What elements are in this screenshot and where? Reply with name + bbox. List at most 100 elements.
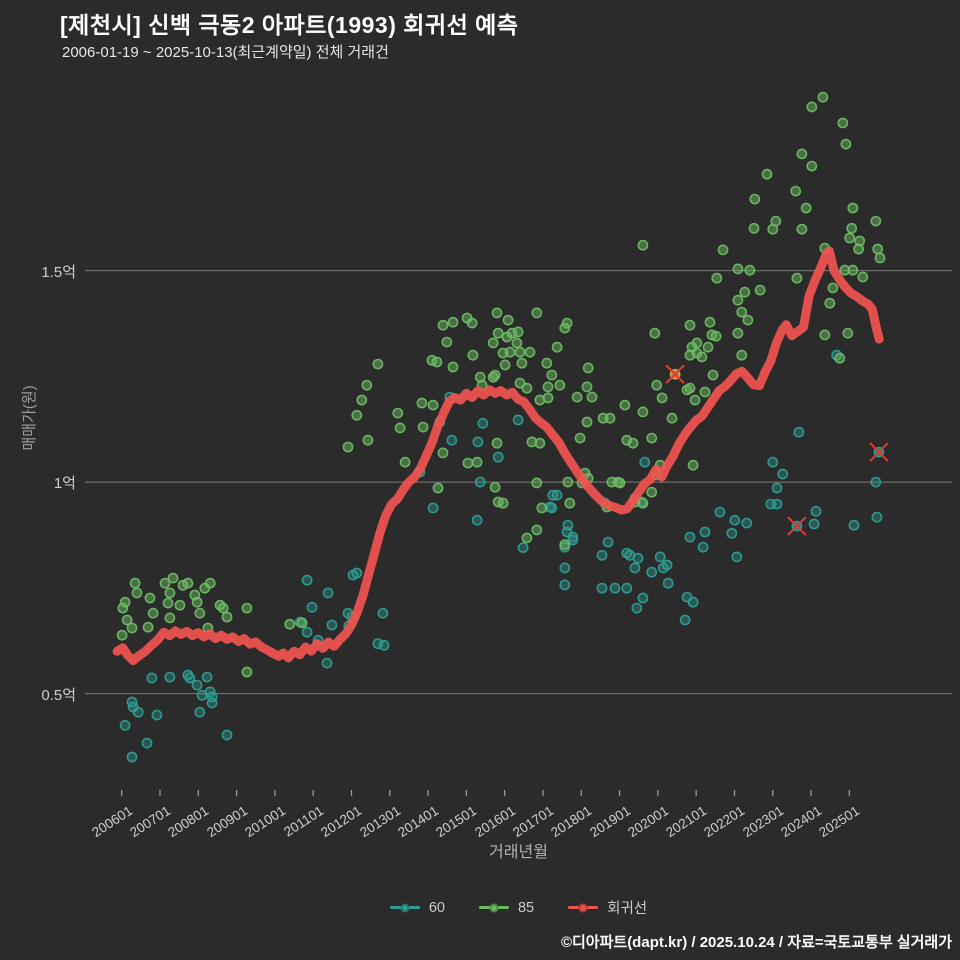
scatter-point-60[interactable]	[870, 476, 882, 488]
scatter-point-60[interactable]	[697, 541, 709, 553]
scatter-point-85[interactable]	[839, 264, 851, 276]
scatter-point-85[interactable]	[874, 252, 886, 264]
outlier-x-marker[interactable]	[787, 516, 807, 536]
scatter-point-85[interactable]	[554, 379, 566, 391]
scatter-point-85[interactable]	[131, 587, 143, 599]
scatter-point-60[interactable]	[559, 562, 571, 574]
scatter-point-85[interactable]	[361, 379, 373, 391]
scatter-point-85[interactable]	[241, 602, 253, 614]
scatter-point-60[interactable]	[602, 536, 614, 548]
scatter-point-85[interactable]	[649, 327, 661, 339]
scatter-point-85[interactable]	[117, 602, 129, 614]
scatter-point-85[interactable]	[491, 437, 503, 449]
scatter-point-85[interactable]	[699, 386, 711, 398]
scatter-point-60[interactable]	[771, 498, 783, 510]
scatter-point-60[interactable]	[191, 679, 203, 691]
scatter-point-85[interactable]	[126, 622, 138, 634]
scatter-point-60[interactable]	[221, 729, 233, 741]
outlier-x-marker[interactable]	[869, 442, 889, 462]
scatter-point-60[interactable]	[474, 476, 486, 488]
scatter-point-85[interactable]	[796, 223, 808, 235]
scatter-point-60[interactable]	[679, 614, 691, 626]
scatter-point-85[interactable]	[542, 381, 554, 393]
scatter-point-85[interactable]	[447, 361, 459, 373]
scatter-point-60[interactable]	[596, 582, 608, 594]
scatter-point-60[interactable]	[306, 601, 318, 613]
scatter-point-85[interactable]	[564, 497, 576, 509]
scatter-point-60[interactable]	[596, 549, 608, 561]
scatter-point-85[interactable]	[551, 341, 563, 353]
scatter-point-60[interactable]	[321, 657, 333, 669]
scatter-point-85[interactable]	[586, 391, 598, 403]
scatter-point-85[interactable]	[362, 434, 374, 446]
scatter-point-85[interactable]	[471, 456, 483, 468]
scatter-point-60[interactable]	[517, 542, 529, 553]
scatter-point-85[interactable]	[840, 138, 852, 150]
scatter-point-60[interactable]	[567, 534, 579, 546]
scatter-point-85[interactable]	[559, 539, 571, 551]
scatter-point-85[interactable]	[462, 457, 474, 469]
scatter-point-85[interactable]	[827, 282, 839, 294]
scatter-point-85[interactable]	[431, 356, 443, 368]
scatter-point-85[interactable]	[790, 185, 802, 197]
regression-line[interactable]	[112, 246, 884, 666]
scatter-point-85[interactable]	[536, 502, 548, 514]
scatter-point-60[interactable]	[472, 436, 484, 448]
scatter-point-85[interactable]	[606, 476, 618, 488]
scatter-point-60[interactable]	[657, 562, 669, 574]
scatter-point-85[interactable]	[872, 243, 884, 255]
scatter-point-85[interactable]	[736, 349, 748, 361]
scatter-point-85[interactable]	[646, 432, 658, 444]
scatter-point-60[interactable]	[184, 672, 196, 684]
scatter-point-85[interactable]	[416, 397, 428, 409]
scatter-point-85[interactable]	[846, 222, 858, 234]
scatter-point-60[interactable]	[512, 414, 524, 426]
scatter-point-85[interactable]	[542, 392, 554, 404]
legend-item-60[interactable]: 60	[389, 900, 445, 916]
scatter-point-60[interactable]	[471, 514, 483, 526]
scatter-point-60[interactable]	[164, 671, 176, 683]
scatter-point-85[interactable]	[144, 592, 156, 604]
scatter-point-60[interactable]	[848, 519, 860, 531]
scatter-point-85[interactable]	[489, 481, 501, 493]
scatter-point-85[interactable]	[142, 621, 154, 633]
scatter-point-85[interactable]	[217, 602, 229, 614]
scatter-point-85[interactable]	[447, 316, 459, 328]
scatter-point-60[interactable]	[810, 505, 822, 517]
scatter-point-85[interactable]	[684, 349, 696, 361]
scatter-point-85[interactable]	[531, 524, 543, 536]
scatter-point-60[interactable]	[551, 489, 563, 501]
scatter-point-85[interactable]	[748, 222, 760, 234]
scatter-point-85[interactable]	[432, 482, 444, 494]
scatter-point-85[interactable]	[689, 394, 701, 406]
scatter-point-85[interactable]	[162, 597, 174, 609]
scatter-point-85[interactable]	[732, 294, 744, 306]
scatter-point-85[interactable]	[687, 459, 699, 471]
scatter-point-60[interactable]	[726, 527, 738, 539]
scatter-point-85[interactable]	[800, 202, 812, 214]
scatter-point-85[interactable]	[437, 447, 449, 459]
scatter-point-85[interactable]	[531, 477, 543, 489]
scatter-point-85[interactable]	[736, 306, 748, 318]
scatter-point-60[interactable]	[871, 511, 883, 523]
scatter-point-85[interactable]	[806, 160, 818, 172]
scatter-point-85[interactable]	[284, 618, 296, 630]
scatter-point-60[interactable]	[377, 607, 389, 619]
scatter-point-85[interactable]	[524, 346, 536, 358]
scatter-point-85[interactable]	[707, 369, 719, 381]
scatter-point-85[interactable]	[129, 577, 141, 589]
scatter-point-60[interactable]	[654, 551, 666, 563]
scatter-point-60[interactable]	[326, 619, 338, 631]
scatter-point-85[interactable]	[646, 486, 658, 498]
scatter-point-85[interactable]	[614, 477, 626, 489]
scatter-point-60[interactable]	[684, 531, 696, 543]
scatter-point-60[interactable]	[808, 518, 820, 530]
scatter-point-85[interactable]	[541, 357, 553, 369]
scatter-point-85[interactable]	[191, 596, 203, 608]
scatter-point-85[interactable]	[241, 666, 253, 678]
scatter-point-60[interactable]	[151, 709, 163, 721]
scatter-point-85[interactable]	[742, 314, 754, 326]
scatter-point-85[interactable]	[546, 369, 558, 381]
scatter-point-60[interactable]	[546, 502, 558, 514]
scatter-point-85[interactable]	[702, 341, 714, 353]
